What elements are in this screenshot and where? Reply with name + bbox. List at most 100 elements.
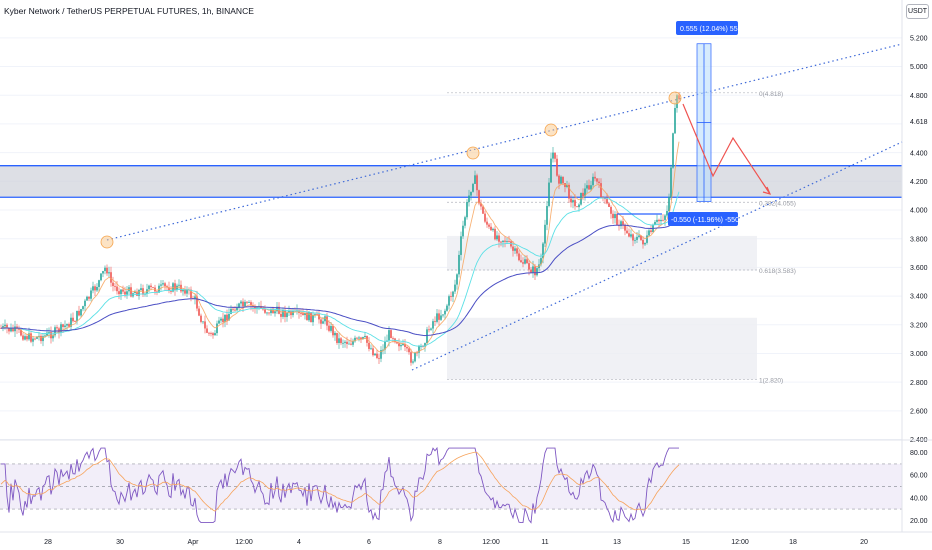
price-tick-label: 5.200 <box>910 36 928 43</box>
candle-body <box>88 296 90 299</box>
candle-body <box>584 188 586 197</box>
candle-body <box>424 343 426 347</box>
candle-body <box>254 306 256 310</box>
rsi-tick-label: 80.00 <box>910 450 928 457</box>
fib-label: 0(4.818) <box>759 91 783 98</box>
candle-body <box>90 290 92 299</box>
candle-body <box>426 329 428 344</box>
candle-body <box>24 336 26 340</box>
candle-body <box>196 296 198 309</box>
candle-body <box>498 235 500 242</box>
candle-body <box>548 182 550 207</box>
candle-body <box>672 133 674 168</box>
candle-body <box>620 221 622 227</box>
price-tick-label: 3.400 <box>910 294 928 301</box>
candle-body <box>60 324 62 333</box>
price-tick-label: 4.000 <box>910 208 928 215</box>
candle-body <box>512 246 514 251</box>
candle-body <box>310 312 312 323</box>
candle-body <box>268 312 270 314</box>
candle-body <box>362 337 364 339</box>
candle-body <box>212 333 214 336</box>
candle-body <box>626 230 628 234</box>
candle-body <box>650 230 652 233</box>
candle-body <box>40 335 42 342</box>
candle-body <box>250 302 252 306</box>
candle-body <box>134 291 136 294</box>
candle-body <box>138 289 140 296</box>
touch-point-marker <box>100 235 114 249</box>
candle-body <box>242 301 244 307</box>
candle-body <box>102 271 104 274</box>
candle-body <box>224 314 226 323</box>
candle-body <box>634 239 636 241</box>
candle-body <box>484 213 486 222</box>
candle-body <box>162 283 164 285</box>
candle-body <box>168 287 170 292</box>
candle-body <box>86 296 88 301</box>
candle-body <box>648 230 650 236</box>
candle-body <box>320 319 322 324</box>
candle-body <box>186 289 188 294</box>
candle-body <box>14 326 16 332</box>
time-tick-label: 18 <box>789 539 797 546</box>
candle-body <box>184 289 186 294</box>
price-tick-label: 2.400 <box>910 437 928 444</box>
candle-body <box>472 183 474 192</box>
candle-body <box>232 308 234 310</box>
candle-body <box>92 286 94 291</box>
candle-body <box>608 203 610 207</box>
candle-body <box>312 314 314 323</box>
touch-point-marker <box>668 91 682 105</box>
candle-body <box>606 199 608 204</box>
candle-body <box>596 178 598 182</box>
fib-box <box>447 317 757 380</box>
candle-body <box>456 274 458 285</box>
candle-body <box>140 288 142 290</box>
candle-body <box>110 272 112 283</box>
candle-body <box>664 215 666 220</box>
candle-body <box>328 325 330 331</box>
candle-body <box>508 241 510 242</box>
time-tick-label: 30 <box>116 539 124 546</box>
candle-body <box>562 176 564 184</box>
candle-body <box>182 289 184 292</box>
candle-body <box>658 219 660 222</box>
candle-body <box>284 309 286 318</box>
candle-body <box>164 283 166 287</box>
currency-button[interactable]: USDT <box>906 4 929 19</box>
candle-body <box>546 206 548 225</box>
candle-body <box>198 308 200 316</box>
candle-body <box>598 181 600 184</box>
candle-body <box>220 318 222 321</box>
candle-body <box>330 325 332 331</box>
candle-body <box>388 330 390 341</box>
candle-body <box>20 329 22 336</box>
candle-body <box>222 318 224 323</box>
candle-body <box>640 235 642 240</box>
candle-body <box>578 204 580 208</box>
candle-body <box>488 224 490 227</box>
candle-body <box>274 311 276 314</box>
ema-slow-line <box>1 213 680 337</box>
candle-body <box>70 317 72 327</box>
candle-body <box>12 327 14 332</box>
rsi-ma-line <box>0 451 680 512</box>
resistance-zone <box>0 165 902 198</box>
candle-body <box>78 310 80 316</box>
candle-body <box>114 286 116 287</box>
candle-body <box>612 213 614 219</box>
candle-body <box>100 273 102 281</box>
candle-body <box>520 260 522 263</box>
time-tick-label: 12:00 <box>235 539 253 546</box>
price-tick-label: 4.618 <box>910 119 928 126</box>
candle-body <box>342 342 344 344</box>
candle-body <box>556 158 558 176</box>
candle-body <box>150 285 152 288</box>
candle-body <box>22 335 24 340</box>
candle-body <box>74 321 76 323</box>
candle-body <box>630 234 632 237</box>
candle-body <box>230 308 232 314</box>
candle-body <box>480 203 482 207</box>
